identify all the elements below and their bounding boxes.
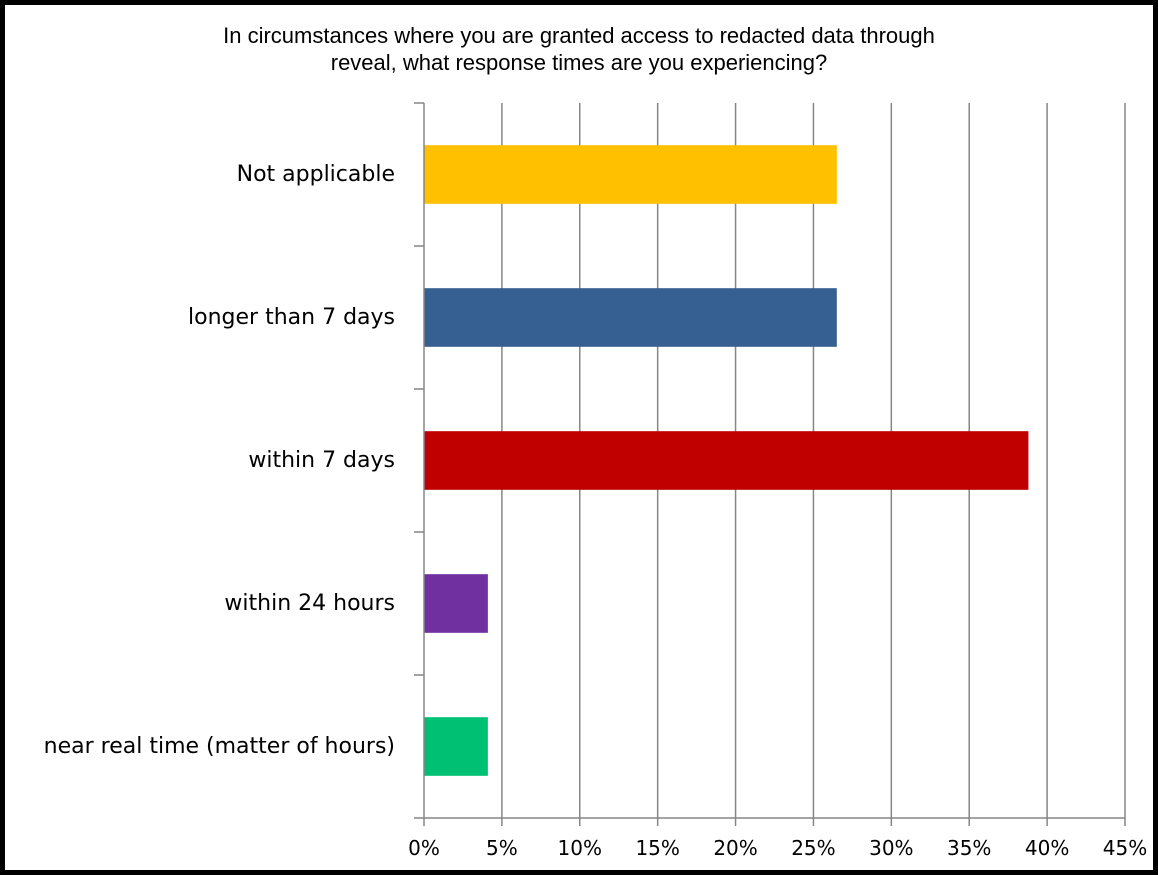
bar bbox=[424, 717, 488, 776]
bar bbox=[424, 574, 488, 633]
bar bbox=[424, 145, 837, 204]
bar bbox=[424, 431, 1029, 490]
x-tick-label: 15% bbox=[635, 836, 679, 860]
x-tick-label: 0% bbox=[408, 836, 440, 860]
x-tick-label: 25% bbox=[791, 836, 835, 860]
category-label: longer than 7 days bbox=[188, 305, 395, 330]
x-tick-label: 5% bbox=[486, 836, 518, 860]
category-label: Not applicable bbox=[237, 162, 395, 187]
x-tick-label: 10% bbox=[558, 836, 602, 860]
x-tick-label: 20% bbox=[713, 836, 757, 860]
chart-title: In circumstances where you are granted a… bbox=[223, 23, 935, 75]
x-tick-label: 45% bbox=[1103, 836, 1147, 860]
bar bbox=[424, 288, 837, 347]
category-label: near real time (matter of hours) bbox=[44, 734, 395, 759]
x-tick-label: 40% bbox=[1025, 836, 1069, 860]
category-label: within 24 hours bbox=[224, 591, 395, 616]
x-tick-label: 30% bbox=[869, 836, 913, 860]
x-tick-label: 35% bbox=[947, 836, 991, 860]
category-label: within 7 days bbox=[248, 448, 395, 473]
